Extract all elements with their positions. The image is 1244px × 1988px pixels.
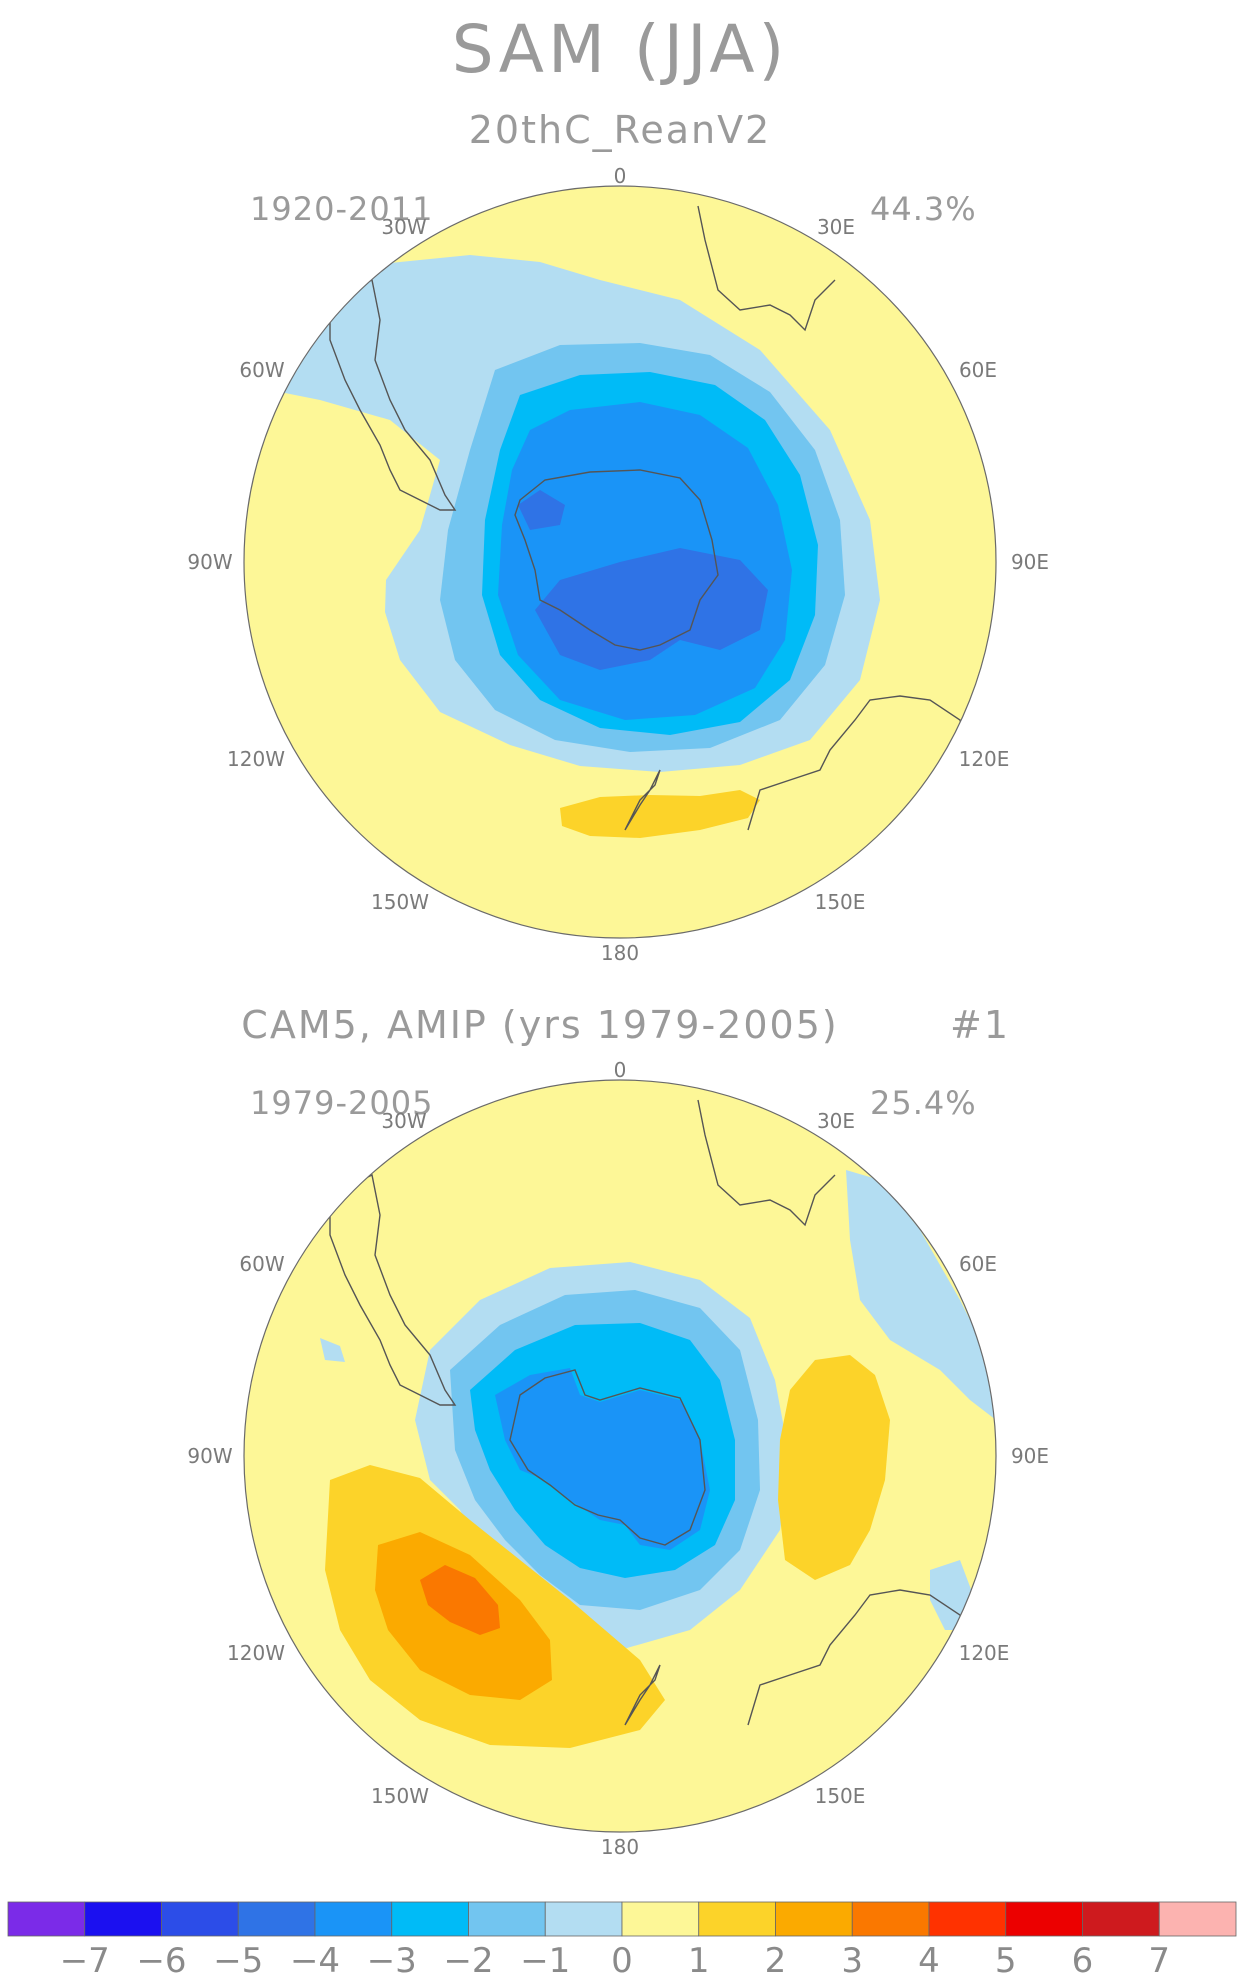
colorbar-tick-label: 1 [688,1941,710,1981]
panel2-lon-30w: 30W [381,1109,426,1133]
colorbar-swatch [1005,1901,1083,1937]
colorbar-swatch [468,1901,546,1937]
panel1-lon-90w: 90W [187,550,232,574]
colorbar-swatch [851,1901,930,1937]
panel2-lon-120w: 120W [227,1641,285,1665]
colorbar-swatch [1158,1901,1237,1937]
panel1-subtitle: 20thC_ReanV2 [469,108,772,152]
colorbar-tick-label: 2 [765,1941,787,1981]
colorbar-tick-label: −6 [136,1941,186,1981]
figure-title: SAM (JJA) [452,11,789,88]
panel2-lon-0: 0 [614,1058,627,1082]
colorbar-tick-label: 7 [1148,1941,1170,1981]
panel2-map [243,1079,997,1833]
panel1-lon-0: 0 [614,164,627,188]
panel1-lon-120w: 120W [227,747,285,771]
panel2-lon-150e: 150E [815,1784,866,1808]
colorbar-swatch [698,1901,776,1937]
colorbar-tick-label: 3 [841,1941,863,1981]
panel2-contour-neg1-small [320,1338,345,1362]
colorbar-tick-label: 4 [918,1941,940,1981]
colorbar-swatch [621,1901,700,1937]
panel1-lon-90e: 90E [1011,550,1049,574]
panel1-lon-150e: 150E [815,890,866,914]
panel2-subtitle: CAM5, AMIP (yrs 1979-2005) [241,1003,838,1047]
panel1-contour-neg5b [518,490,565,530]
panel1-coastline-africa [697,205,836,332]
panel2-contour-neg4 [495,1368,710,1550]
panel1-variance: 44.3% [870,190,977,228]
colorbar-swatch [391,1901,469,1937]
colorbar-swatch [161,1901,239,1937]
panel2-coastline-south-america [329,1173,457,1406]
panel2-coastline-new-zealand [624,1664,661,1726]
panel1-contour-pos1 [560,790,760,838]
panel2-lon-150w: 150W [371,1784,429,1808]
panel2-map-border [243,1079,997,1833]
panel1-lon-120e: 120E [959,747,1010,771]
colorbar-swatch [84,1901,162,1937]
colorbar-swatch [7,1901,86,1937]
colorbar-swatch [237,1901,316,1937]
panel2-contour-neg1-africa [846,1170,996,1420]
panel1-lon-30w: 30W [381,215,426,239]
panel2-lon-90e: 90E [1011,1444,1049,1468]
colorbar-tick-label: −7 [60,1941,110,1981]
panel1-coastline-new-zealand [624,769,661,831]
panel1-lon-180: 180 [601,941,639,965]
colorbar-swatch [314,1901,393,1937]
colorbar-tick-label: −5 [213,1941,263,1981]
panel1-coastline-antarctica [514,469,719,651]
colorbar-swatch [544,1901,623,1937]
panel2-lon-90w: 90W [187,1444,232,1468]
panel2-lon-30e: 30E [817,1109,855,1133]
panel2-contour-pos1-east [778,1355,890,1580]
colorbar-tick-label: 6 [1072,1941,1094,1981]
colorbar-tick-label: 0 [611,1941,633,1981]
colorbar-tick-label: −2 [443,1941,493,1981]
colorbar-tick-label: −4 [290,1941,340,1981]
colorbar-swatch [775,1901,853,1937]
panel2-lon-60e: 60E [959,1252,997,1276]
panel1-map-border [243,185,997,939]
colorbar-tick-label: −1 [520,1941,570,1981]
panel1-lon-150w: 150W [371,890,429,914]
panel2-lon-60w: 60W [239,1252,284,1276]
colorbar-tick-label: 5 [995,1941,1017,1981]
colorbar: −7 −6 −5 −4 −3 −2 −1 0 1 2 3 4 5 6 7 [7,1901,1237,1981]
panel2-contour-pos3-west [420,1565,500,1635]
panel2-lon-120e: 120E [959,1641,1010,1665]
panel2-ensemble-number: #1 [950,1003,1010,1047]
panel2-period: 1979-2005 [250,1084,433,1122]
panel1-lon-60w: 60W [239,358,284,382]
colorbar-swatch [928,1901,1007,1937]
colorbar-tick-label: −3 [367,1941,417,1981]
panel2-lon-180: 180 [601,1835,639,1859]
panel1-coastline-south-america [329,278,457,511]
panel1-map [243,185,997,939]
panel2-coastline-antarctica [509,1369,706,1546]
panel2-variance: 25.4% [870,1084,977,1122]
panel1-lon-60e: 60E [959,358,997,382]
panel1-period: 1920-2011 [250,190,433,228]
panel1-contour-neg5 [535,548,768,670]
panel2-coastline-africa [697,1099,836,1227]
panel1-lon-30e: 30E [817,215,855,239]
colorbar-swatch [1082,1901,1160,1937]
